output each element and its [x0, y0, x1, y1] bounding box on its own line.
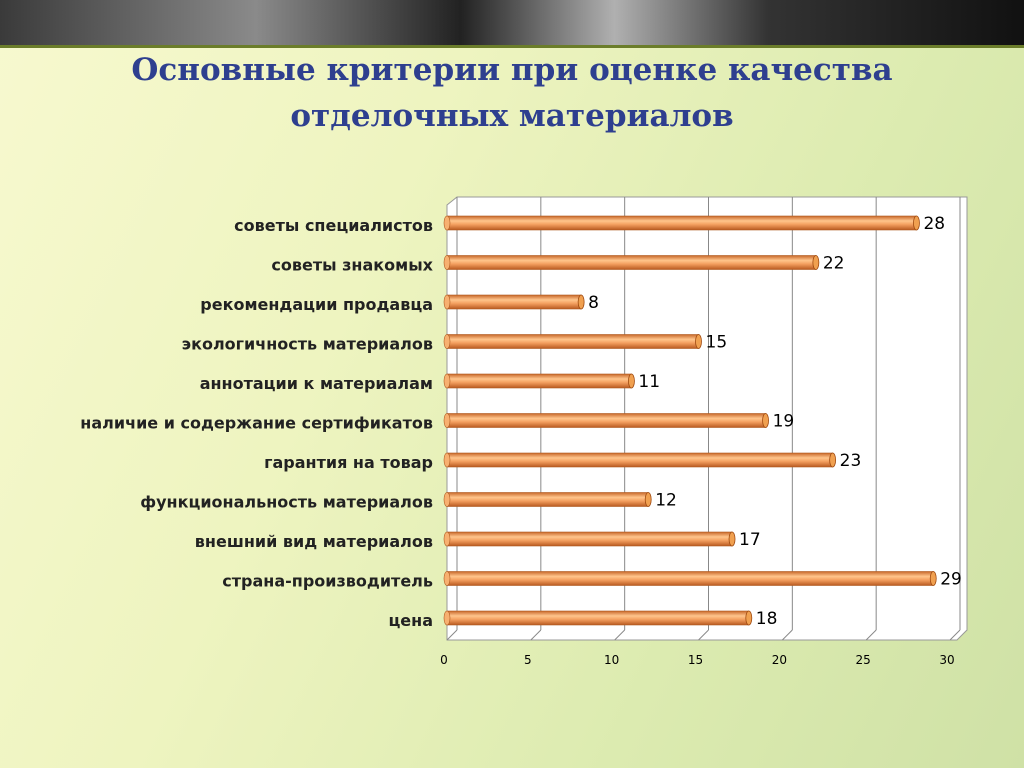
header-rule	[0, 45, 1024, 48]
bar-cap	[929, 571, 937, 586]
x-tick-label: 25	[856, 653, 871, 667]
bar-cap	[443, 610, 451, 626]
bar-cap	[443, 373, 451, 389]
x-tick-label: 0	[440, 653, 448, 667]
y-tick-label: гарантия на товар	[264, 453, 433, 472]
bar-cap	[443, 294, 451, 310]
grid-line	[949, 629, 961, 641]
bar	[446, 334, 699, 349]
x-tick-label: 20	[772, 653, 787, 667]
bar-cap	[443, 215, 451, 231]
bar	[446, 452, 833, 468]
value-label: 22	[823, 254, 845, 274]
x-tick-label: 30	[939, 653, 954, 667]
x-tick-label: 5	[524, 653, 532, 667]
y-tick-label: советы специалистов	[234, 216, 433, 235]
bar	[446, 294, 582, 310]
title-line: отделочных материалов	[290, 98, 733, 134]
value-label: 8	[588, 293, 599, 313]
y-tick-label: советы знакомых	[271, 256, 433, 275]
y-tick-label: функциональность материалов	[140, 493, 433, 512]
y-tick-label: страна-производитель	[222, 572, 433, 591]
bar-cap	[644, 492, 652, 507]
value-label: 19	[773, 412, 795, 432]
title-line: Основные критерии при оценке качества	[131, 52, 892, 88]
grid-line	[614, 629, 626, 641]
bar-cap	[443, 255, 451, 270]
y-tick-label: цена	[388, 611, 433, 630]
grid-line	[781, 629, 793, 641]
y-tick-label: наличие и содержание сертификатов	[80, 414, 433, 433]
bar	[446, 571, 934, 586]
bar	[446, 215, 917, 231]
bar	[446, 255, 817, 270]
x-tick-label: 10	[604, 653, 619, 667]
bar-cap	[745, 610, 753, 626]
bar-cap	[443, 571, 451, 586]
x-tick-label: 15	[688, 653, 703, 667]
bar	[446, 413, 766, 428]
y-tick-label: аннотации к материалам	[200, 374, 433, 393]
bar	[446, 492, 649, 507]
y-tick-label: экологичность материалов	[182, 335, 433, 354]
value-label: 23	[840, 451, 862, 471]
value-label: 11	[638, 372, 660, 392]
bar-cap	[443, 334, 451, 349]
value-label: 29	[940, 570, 962, 590]
value-label: 17	[739, 530, 761, 550]
value-label: 12	[655, 491, 677, 511]
bar-cap	[812, 255, 820, 270]
bar-cap	[443, 492, 451, 507]
y-tick-label: внешний вид материалов	[195, 532, 433, 551]
grid-line	[530, 629, 542, 641]
bar-cap	[728, 531, 736, 547]
bar-cap	[443, 452, 451, 468]
grid-line	[865, 629, 877, 641]
header-image	[0, 0, 1024, 45]
bar-cap	[695, 334, 702, 349]
value-label: 28	[923, 214, 945, 234]
bar-cap	[443, 531, 451, 547]
bar-cap	[443, 413, 451, 428]
value-label: 18	[756, 609, 778, 629]
bar	[446, 373, 632, 389]
value-label: 15	[706, 333, 728, 353]
grid-line	[698, 629, 709, 641]
y-tick-label: рекомендации продавца	[200, 295, 433, 314]
bar	[446, 610, 750, 626]
bar-cap	[762, 413, 769, 428]
bar-cap	[577, 294, 585, 310]
bar-cap	[829, 452, 837, 468]
bar	[446, 531, 733, 547]
bar-cap	[628, 373, 635, 389]
grid-line	[446, 629, 458, 641]
bar-cap	[913, 215, 920, 231]
